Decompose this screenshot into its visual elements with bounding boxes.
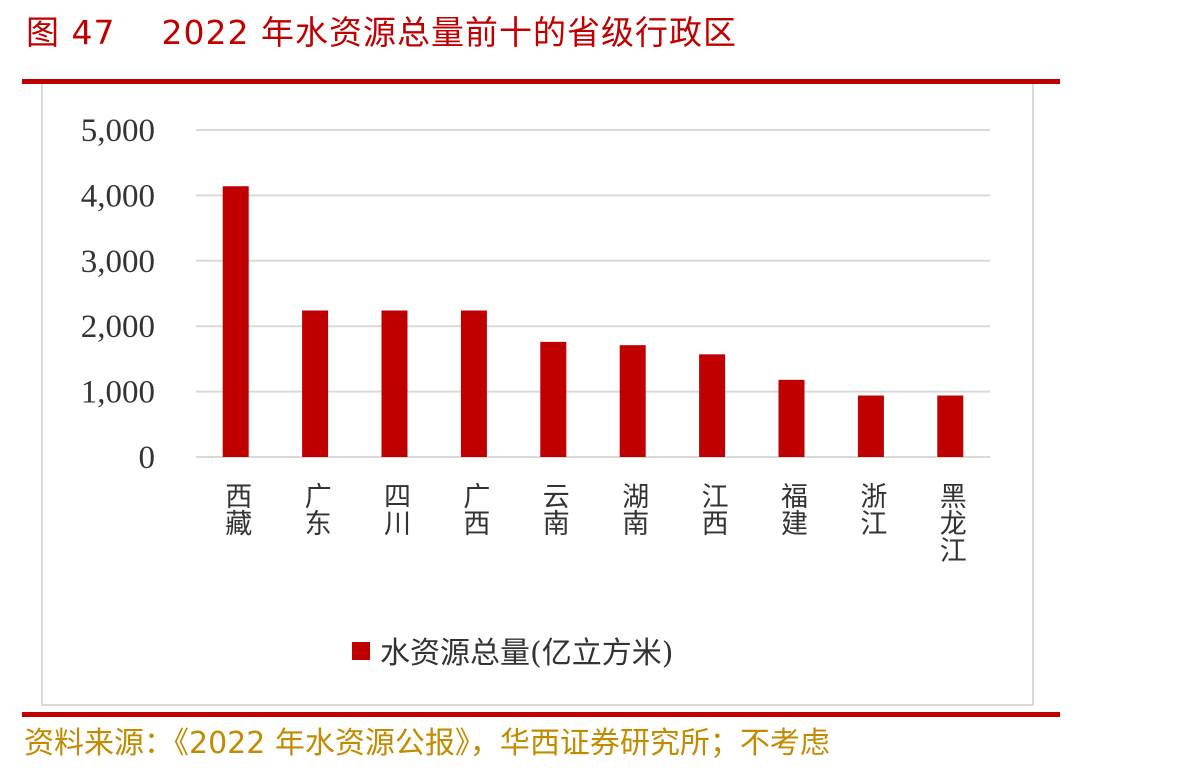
bars [222, 186, 964, 457]
figure-title: 图 47 2022 年水资源总量前十的省级行政区 [26, 6, 737, 54]
y-tick-label: 5,000 [81, 113, 155, 149]
legend: 水资源总量(亿立方米) [352, 636, 673, 671]
x-category-label: 广西 [458, 482, 489, 536]
x-category-label: 西藏 [220, 482, 252, 536]
x-category-label: 江西 [697, 482, 728, 536]
y-axis-ticks: 0 1,000 2,000 3,000 4,000 5,000 [81, 113, 155, 476]
bar [778, 379, 805, 457]
bottom-rule [22, 712, 1060, 717]
x-category-label: 云南 [538, 482, 569, 536]
x-category-label: 浙江 [855, 482, 886, 536]
x-category-label: 四川 [379, 482, 411, 536]
bar [937, 395, 964, 457]
bar [699, 354, 726, 457]
y-tick-label: 3,000 [81, 244, 155, 280]
top-rule [22, 79, 1060, 84]
legend-label: 水资源总量(亿立方米) [380, 636, 673, 671]
gridlines [196, 129, 990, 458]
x-category-label: 湖南 [617, 482, 648, 536]
legend-swatch [352, 642, 370, 660]
figure-title-text: 2022 年水资源总量前十的省级行政区 [161, 13, 737, 52]
bar [460, 310, 487, 457]
bar [381, 310, 408, 457]
y-tick-label: 4,000 [81, 178, 155, 214]
bar [222, 186, 249, 457]
figure-number: 图 47 [26, 13, 116, 52]
x-axis-categories: 西藏 广东 四川 广西 云南 湖南 江西 福建 浙江 黑龙江 [220, 482, 966, 563]
x-category-label: 福建 [776, 482, 808, 536]
x-category-label: 广东 [300, 482, 331, 536]
source-note: 资料来源：《2022 年水资源公报》，华西证券研究所；不考虑 [24, 726, 830, 761]
bar [857, 395, 884, 457]
y-tick-label: 1,000 [81, 375, 155, 411]
bar [540, 341, 567, 457]
y-tick-label: 2,000 [81, 309, 155, 345]
bar [302, 310, 329, 457]
y-tick-label: 0 [139, 440, 156, 476]
bar [619, 345, 646, 457]
x-category-label: 黑龙江 [935, 482, 967, 563]
chart-frame [41, 84, 1034, 706]
